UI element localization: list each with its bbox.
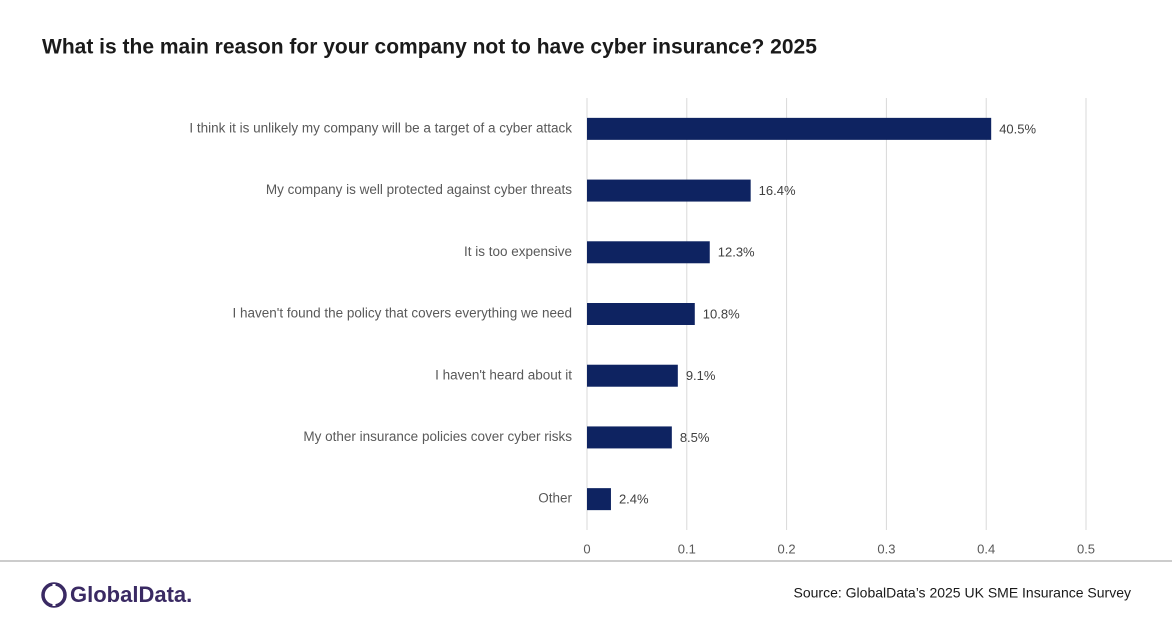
data-label: 2.4% [619,492,649,507]
y-tick-label: Other [538,491,572,506]
logo: GlobalData. [41,582,192,608]
data-label: 40.5% [999,121,1036,136]
x-tick-label: 0.5 [1077,541,1095,556]
x-tick-label: 0.2 [778,541,796,556]
bar [587,426,672,449]
data-label: 16.4% [759,183,796,198]
y-tick-label: I think it is unlikely my company will b… [189,120,572,135]
x-tick-label: 0.4 [977,541,995,556]
y-tick-label: My company is well protected against cyb… [266,182,572,197]
bar [587,364,678,387]
bar [587,117,992,140]
y-tick-label: I haven't found the policy that covers e… [232,306,572,321]
y-tick-label: My other insurance policies cover cyber … [303,429,572,444]
x-tick-label: 0.1 [678,541,696,556]
data-label: 9.1% [686,368,716,383]
y-tick-label: I haven't heard about it [435,367,572,382]
data-label: 8.5% [680,430,710,445]
chart-title: What is the main reason for your company… [42,36,817,59]
data-label: 10.8% [703,306,740,321]
data-label: 12.3% [718,245,755,260]
y-tick-label: It is too expensive [464,244,572,259]
x-tick-label: 0.3 [877,541,895,556]
logo-text: GlobalData. [70,582,192,607]
x-tick-label: 0 [583,541,590,556]
bar [587,241,710,264]
bar [587,488,611,511]
bar [587,303,695,325]
source: Source: GlobalData’s 2025 UK SME Insuran… [794,585,1131,601]
bar [587,179,751,202]
